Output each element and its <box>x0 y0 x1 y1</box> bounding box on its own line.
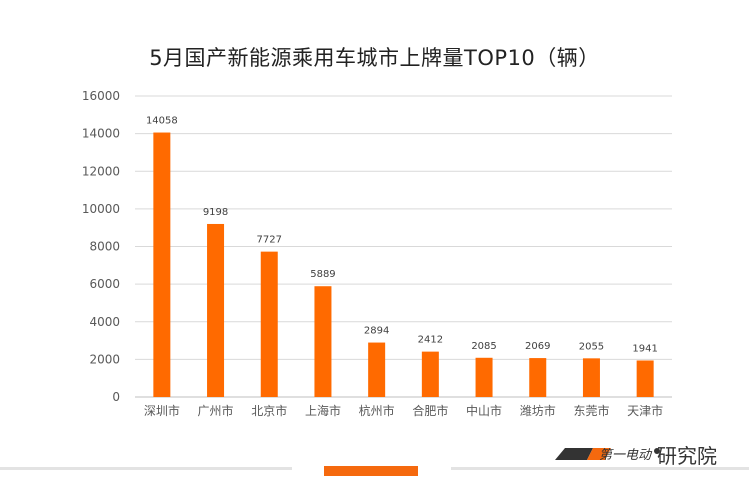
x-tick-label: 合肥市 <box>412 403 448 418</box>
data-label: 2055 <box>579 341 604 352</box>
bar <box>529 358 547 397</box>
chart-title: 5月国产新能源乘用车城市上牌量TOP10（辆） <box>149 46 600 70</box>
bar <box>475 357 493 397</box>
y-tick-label: 12000 <box>82 164 120 178</box>
brand-watermark: 第一电动 研究院 <box>553 438 743 468</box>
data-label: 2412 <box>418 335 443 346</box>
brand-text: 研究院 <box>657 444 717 468</box>
bar <box>582 358 600 397</box>
bar <box>636 360 654 397</box>
data-label: 2069 <box>525 341 550 352</box>
bar <box>421 351 439 397</box>
bars <box>153 132 654 397</box>
y-tick-label: 2000 <box>89 352 120 366</box>
y-tick-label: 4000 <box>89 315 120 329</box>
data-label: 7727 <box>257 235 282 246</box>
data-label: 1941 <box>632 343 657 354</box>
gridlines <box>135 95 672 398</box>
bar <box>153 132 171 397</box>
x-tick-label: 上海市 <box>305 403 341 418</box>
y-axis-ticks: 0 2000 4000 6000 8000 10000 12000 14000 16000 <box>82 89 120 404</box>
brand-logo: 第一电动 <box>555 448 653 463</box>
footer-divider-right <box>451 467 749 470</box>
bar <box>314 286 332 397</box>
data-label: 2894 <box>364 326 389 337</box>
bar <box>260 251 278 397</box>
y-tick-label: 6000 <box>89 277 120 291</box>
y-tick-label: 8000 <box>89 240 120 254</box>
x-tick-label: 广州市 <box>198 403 234 418</box>
brand-separator-dot <box>654 448 660 454</box>
y-tick-label: 16000 <box>82 89 120 103</box>
y-tick-label: 0 <box>112 390 120 404</box>
x-tick-label: 北京市 <box>251 403 287 418</box>
x-tick-label: 潍坊市 <box>520 403 556 418</box>
y-tick-label: 14000 <box>82 127 120 141</box>
x-tick-label: 中山市 <box>466 403 502 418</box>
data-labels: 14058 9198 7727 5889 2894 2412 2085 2069 2055 194… <box>146 116 658 355</box>
bar <box>368 342 386 397</box>
x-axis-ticks: 深圳市 广州市 北京市 上海市 杭州市 合肥市 中山市 潍坊市 东莞市 天津市 <box>144 403 663 418</box>
x-tick-label: 深圳市 <box>144 403 180 418</box>
x-tick-label: 天津市 <box>627 403 663 418</box>
footer-divider-left <box>0 467 292 470</box>
bar <box>207 223 225 397</box>
brand-logo-text: 第一电动 <box>599 448 653 463</box>
data-label: 5889 <box>310 269 335 280</box>
x-tick-label: 东莞市 <box>573 403 609 418</box>
y-tick-label: 10000 <box>82 202 120 216</box>
data-label: 14058 <box>146 116 178 127</box>
x-tick-label: 杭州市 <box>359 403 395 418</box>
footer-accent-bar <box>324 466 418 476</box>
data-label: 9198 <box>203 207 228 218</box>
data-label: 2085 <box>471 341 496 352</box>
